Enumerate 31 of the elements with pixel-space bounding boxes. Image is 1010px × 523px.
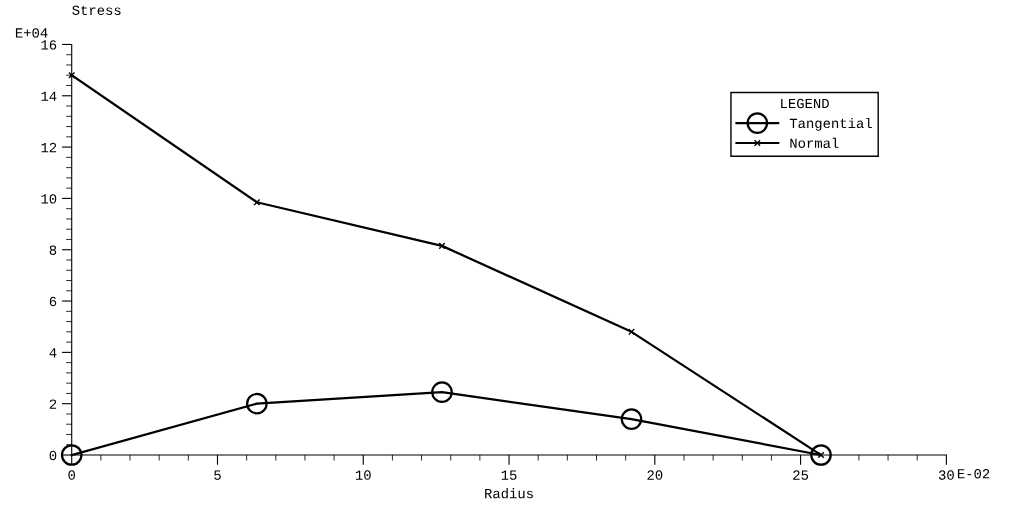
x-tick-label: 20: [647, 470, 663, 480]
point: [431, 381, 453, 403]
y-tick-label: 8: [49, 245, 57, 255]
point: [810, 444, 832, 466]
point: [60, 444, 83, 466]
x-tick-label: 10: [355, 470, 371, 480]
point: [438, 242, 446, 250]
x-tick-label: 15: [501, 470, 517, 480]
point: [246, 392, 268, 415]
y-axis-title: Stress: [72, 5, 121, 16]
y-tick-label: 16: [41, 40, 57, 50]
y-tick-label: 2: [49, 399, 57, 409]
legend-label: Tangential: [789, 117, 872, 131]
point: [253, 198, 261, 206]
x-tick-label: 0: [68, 470, 76, 480]
y-tick-label: 0: [49, 450, 57, 461]
point: [620, 408, 643, 430]
y-tick-label: 4: [49, 348, 57, 358]
y-tick-label: 10: [41, 194, 57, 204]
x-tick-label: 30: [938, 470, 954, 480]
point: [628, 328, 635, 336]
legend-title: LEGEND: [781, 98, 829, 109]
y-tick-label: 14: [41, 91, 57, 101]
y-tick-label: 6: [49, 296, 57, 307]
x-axis-title: Radius: [485, 488, 533, 499]
y-tick-label: 12: [41, 142, 57, 153]
legend-label: Normal: [790, 137, 839, 148]
text: E+04: [15, 28, 48, 38]
x-tick-label: 5: [214, 470, 221, 480]
x-tick-label: 25: [793, 470, 809, 480]
text: E-02: [957, 469, 990, 479]
